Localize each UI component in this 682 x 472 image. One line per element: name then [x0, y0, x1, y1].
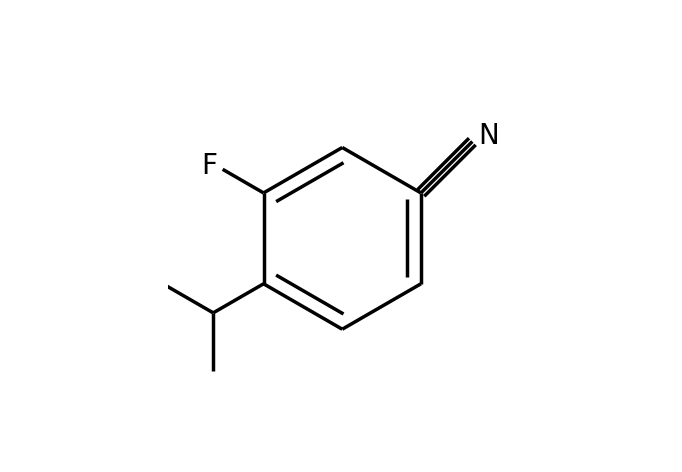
Text: N: N: [478, 122, 499, 150]
Text: F: F: [201, 152, 217, 180]
